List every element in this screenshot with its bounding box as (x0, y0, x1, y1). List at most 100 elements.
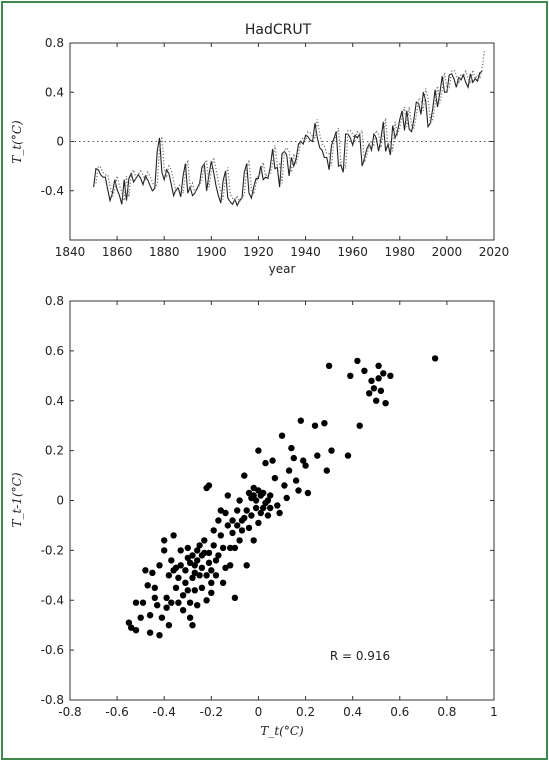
scatter-point (189, 574, 196, 581)
top-chart: HadCRUT 1840 1860 1880 1900 1920 1940 1960 1980… (10, 22, 509, 276)
x-tick-label: 1 (490, 705, 498, 719)
scatter-point (260, 504, 267, 512)
scatter-point (168, 557, 175, 564)
scatter-point (231, 594, 239, 601)
scatter-point (179, 592, 187, 599)
scatter-point (208, 579, 215, 586)
y-tick-label: -0.8 (41, 693, 64, 707)
scatter-point (212, 572, 220, 579)
scatter-point (283, 494, 290, 502)
scatter-point (210, 542, 217, 549)
y-tick-label: 0.8 (45, 36, 64, 50)
scatter-point (203, 572, 210, 579)
scatter-point (262, 459, 269, 467)
scatter-point (198, 564, 206, 571)
scatter-point (161, 537, 168, 544)
scatter-point (269, 457, 276, 464)
x-tick-label: 0.6 (390, 705, 409, 719)
scatter-point (302, 462, 309, 469)
x-tick-label: 1940 (290, 245, 321, 259)
top-chart-title: HadCRUT (245, 22, 312, 38)
scatter-point (144, 582, 151, 589)
scatter-point (356, 422, 363, 429)
scatter-point (231, 544, 239, 552)
scatter-point (288, 444, 295, 452)
scatter-point (172, 584, 180, 591)
scatter-point (236, 497, 243, 504)
scatter-point (201, 537, 208, 544)
scatter-point (344, 452, 352, 459)
scatter-correlation-annotation: R = 0.916 (330, 649, 390, 663)
scatter-point (375, 375, 382, 382)
scatter-point (168, 599, 175, 606)
scatter-point (243, 507, 250, 514)
scatter-point (194, 557, 201, 564)
scatter-point (224, 522, 231, 529)
scatter-point (137, 614, 144, 621)
scatter-point (222, 564, 229, 571)
scatter-chart-xlabel: T_t(°C) (260, 724, 304, 738)
scatter-point (236, 537, 243, 544)
scatter-point (368, 377, 375, 384)
scatter-point (382, 400, 389, 407)
scatter-point (278, 432, 286, 439)
scatter-point (238, 527, 246, 534)
y-tick-label: 0.4 (45, 85, 64, 99)
scatter-point (205, 559, 213, 566)
scatter-point (281, 482, 288, 489)
scatter-point (215, 552, 222, 559)
scatter-point (156, 632, 163, 639)
scatter-point (149, 569, 156, 576)
scatter-point (248, 512, 255, 519)
scatter-point (276, 509, 283, 517)
observed-series-line (93, 70, 483, 207)
scatter-point (165, 622, 173, 629)
top-chart-ticks: 1840 1860 1880 1900 1920 1940 1960 1980 2000 2020… (41, 36, 510, 259)
scatter-point (182, 567, 189, 574)
scatter-point (186, 559, 194, 566)
scatter-point (241, 514, 248, 522)
scatter-point (151, 594, 158, 601)
scatter-point (177, 547, 184, 554)
scatter-point (375, 362, 382, 369)
scatter-point (257, 509, 264, 517)
top-chart-lines (70, 49, 494, 207)
scatter-chart-ticks: -0.8 -0.6 -0.4 -0.2 0 0.2 0.4 0.6 0.8 1 -0.8 -0.6 -0… (41, 294, 498, 719)
scatter-point (229, 529, 236, 537)
scatter-point (175, 574, 182, 581)
scatter-point (208, 589, 215, 596)
scatter-chart-axes (69, 300, 495, 701)
y-tick-label: 0.8 (45, 294, 64, 308)
scatter-point (151, 584, 158, 591)
scatter-point (128, 624, 135, 631)
scatter-point (184, 554, 191, 562)
scatter-point (252, 497, 260, 504)
x-tick-label: 1860 (102, 245, 133, 259)
scatter-point (347, 372, 354, 379)
scatter-point (325, 362, 333, 369)
scatter-point (219, 579, 227, 586)
scatter-point (311, 422, 319, 429)
scatter-point (189, 552, 196, 559)
scatter-point (205, 482, 213, 489)
scatter-point (255, 519, 262, 527)
scatter-point (321, 420, 328, 427)
scatter-point (245, 489, 253, 497)
y-tick-label: -0.4 (41, 184, 64, 198)
scatter-chart: -0.8 -0.6 -0.4 -0.2 0 0.2 0.4 0.6 0.8 1 -0.8 -0.6 -0… (10, 294, 498, 738)
scatter-point (191, 569, 198, 576)
scatter-point (208, 567, 215, 574)
top-chart-ylabel: T_t(°C) (10, 120, 24, 164)
x-tick-label: 1920 (243, 245, 274, 259)
x-tick-label: -0.4 (153, 705, 176, 719)
scatter-point (191, 562, 198, 569)
scatter-point (366, 390, 373, 397)
scatter-point (243, 562, 250, 569)
x-tick-label: 0.2 (296, 705, 315, 719)
scatter-point (241, 472, 248, 479)
scatter-point (184, 587, 191, 594)
scatter-point (184, 544, 191, 552)
scatter-point (205, 549, 213, 557)
x-tick-label: -0.2 (200, 705, 223, 719)
